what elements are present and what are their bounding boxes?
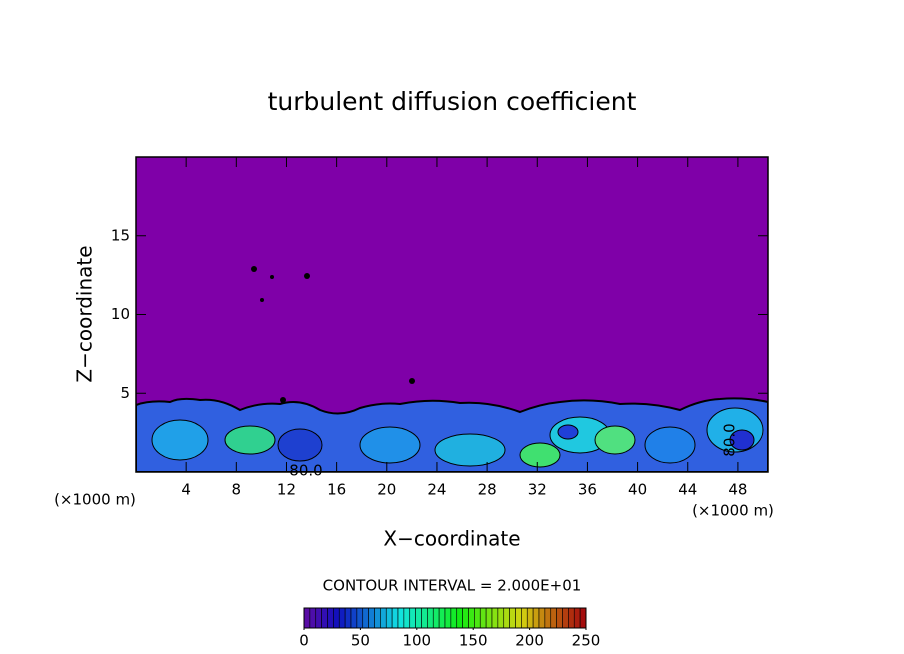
colorbar-cell <box>338 607 346 629</box>
x-tick-label: 20 <box>377 481 396 499</box>
x-tick-label: 32 <box>528 481 547 499</box>
colorbar-cell <box>333 607 340 629</box>
colorbar-cell <box>579 607 587 629</box>
colorbar-cell <box>503 607 510 629</box>
colorbar-cell <box>526 607 534 629</box>
y-tick-label: 5 <box>120 384 130 402</box>
colorbar-cell <box>350 607 358 629</box>
colorbar-cell <box>385 607 393 629</box>
colorbar-cell <box>497 607 505 629</box>
colorbar-cell <box>362 607 369 629</box>
x-tick-label: 4 <box>181 481 191 499</box>
colorbar-cell <box>409 607 416 629</box>
x-tick-label: 16 <box>327 481 346 499</box>
annotation: CONTOUR INTERVAL = 2.000E+01 <box>323 577 582 595</box>
y-tick-label: 10 <box>111 305 130 323</box>
colorbar-cell <box>374 607 381 629</box>
colorbar-frame <box>303 607 587 629</box>
x-tick-label: 28 <box>478 481 497 499</box>
x-tick-label: 36 <box>578 481 597 499</box>
colorbar-tick-label: 100 <box>402 632 431 650</box>
colorbar-cell <box>427 607 434 629</box>
colorbar-cell <box>544 607 552 629</box>
contour-label: 80.0 <box>289 462 322 480</box>
colorbar-cell <box>327 607 334 629</box>
colorbar-cell <box>521 607 528 629</box>
colorbar-cell <box>485 607 493 629</box>
x-tick-label: 12 <box>277 481 296 499</box>
x-unit: (×1000 m) <box>54 491 136 509</box>
contour-field <box>136 157 768 472</box>
colorbar-cell <box>397 607 405 629</box>
x-axis-label: X−coordinate <box>383 527 520 551</box>
chart-title: turbulent diffusion coefficient <box>268 87 637 116</box>
colorbar-cell <box>515 607 522 629</box>
colorbar-tick-label: 200 <box>515 632 544 650</box>
colorbar-cell <box>344 607 352 629</box>
colorbar-cell <box>474 607 481 629</box>
colorbar-cell <box>421 607 428 629</box>
x-tick-label: 8 <box>232 481 242 499</box>
contour-label: 80.0 <box>721 423 739 456</box>
x-tick-label: 40 <box>628 481 647 499</box>
y-tick-label: 15 <box>111 226 130 244</box>
colorbar-cell <box>432 607 440 629</box>
colorbar-tick-label: 0 <box>299 632 309 650</box>
colorbar-cell <box>444 607 452 629</box>
y-axis-label: Z−coordinate <box>73 245 97 382</box>
colorbar-cell <box>550 607 557 629</box>
colorbar-cell <box>321 607 328 629</box>
colorbar-cell <box>303 607 311 629</box>
x-tick-label: 24 <box>427 481 446 499</box>
colorbar-tick-label: 50 <box>351 632 370 650</box>
colorbar-cell <box>556 607 563 629</box>
x-tick-label: 44 <box>678 481 697 499</box>
colorbar-cell <box>568 607 575 629</box>
colorbar-cell <box>509 607 516 629</box>
colorbar-cell <box>403 607 411 629</box>
y-unit: (×1000 m) <box>692 502 774 520</box>
colorbar-cell <box>462 607 469 629</box>
colorbar-cell <box>368 607 375 629</box>
x-tick-label: 48 <box>728 481 747 499</box>
colorbar-cell <box>491 607 499 629</box>
colorbar-cell <box>479 607 487 629</box>
colorbar-cell <box>315 607 322 629</box>
colorbar: 0 50 100 150 200 250 <box>299 607 601 650</box>
colorbar-cell <box>532 607 540 629</box>
colorbar-cell <box>415 607 422 629</box>
colorbar-cell <box>538 607 546 629</box>
colorbar-tick-label: 250 <box>572 632 601 650</box>
colorbar-cell <box>438 607 446 629</box>
colorbar-tick-label: 150 <box>459 632 488 650</box>
colorbar-cell <box>573 607 581 629</box>
colorbar-cell <box>380 607 387 629</box>
colorbar-cell <box>562 607 569 629</box>
colorbar-cell <box>309 607 317 629</box>
colorbar-cell <box>468 607 475 629</box>
colorbar-cell <box>391 607 399 629</box>
colorbar-cell <box>356 607 364 629</box>
colorbar-cell <box>450 607 458 629</box>
colorbar-cell <box>456 607 463 629</box>
